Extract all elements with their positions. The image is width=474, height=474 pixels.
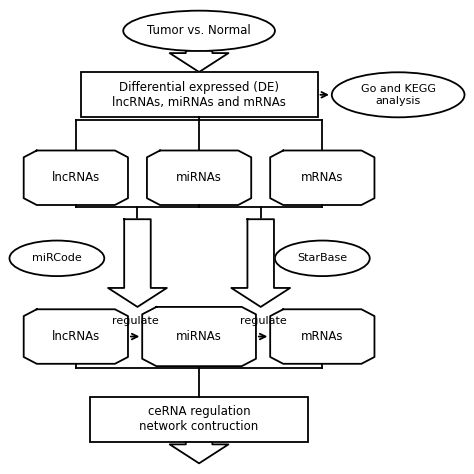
Text: Differential expressed (DE)
lncRNAs, miRNAs and mRNAs: Differential expressed (DE) lncRNAs, miR… [112,81,286,109]
Text: regulate: regulate [240,316,286,326]
Text: miRNAs: miRNAs [176,171,222,184]
Ellipse shape [332,72,465,117]
Text: Go and KEGG
analysis: Go and KEGG analysis [361,84,436,106]
Polygon shape [142,307,256,366]
Polygon shape [170,51,228,72]
Polygon shape [108,219,167,307]
Ellipse shape [275,241,370,276]
Text: miRCode: miRCode [32,253,82,264]
Text: StarBase: StarBase [297,253,347,264]
Polygon shape [170,442,228,464]
Text: regulate: regulate [112,316,158,326]
Text: lncRNAs: lncRNAs [52,330,100,343]
Text: mRNAs: mRNAs [301,330,344,343]
Polygon shape [24,151,128,205]
Text: lncRNAs: lncRNAs [52,171,100,184]
Ellipse shape [9,241,104,276]
FancyBboxPatch shape [81,72,318,118]
Polygon shape [270,310,374,364]
Ellipse shape [123,11,275,51]
Polygon shape [24,310,128,364]
Polygon shape [270,151,374,205]
Text: Tumor vs. Normal: Tumor vs. Normal [147,24,251,37]
Text: ceRNA regulation
network contruction: ceRNA regulation network contruction [139,405,259,434]
Polygon shape [231,219,290,307]
Polygon shape [147,151,251,205]
Text: miRNAs: miRNAs [176,330,222,343]
FancyBboxPatch shape [90,397,308,442]
Text: mRNAs: mRNAs [301,171,344,184]
